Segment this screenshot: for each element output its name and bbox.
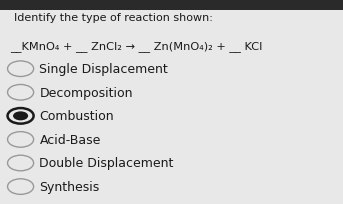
Text: Single Displacement: Single Displacement <box>39 63 168 76</box>
Circle shape <box>8 62 33 77</box>
Text: Combustion: Combustion <box>39 110 114 123</box>
Text: Identify the type of reaction shown:: Identify the type of reaction shown: <box>14 13 213 23</box>
Text: Synthesis: Synthesis <box>39 180 100 193</box>
Text: Decomposition: Decomposition <box>39 86 133 99</box>
Circle shape <box>8 179 33 194</box>
Circle shape <box>8 85 33 100</box>
Circle shape <box>8 132 33 147</box>
Text: Double Displacement: Double Displacement <box>39 157 174 170</box>
Circle shape <box>13 112 28 121</box>
Bar <box>0 0 343 11</box>
Text: __KMnO₄ + __ ZnCl₂ → __ Zn(MnO₄)₂ + __ KCl: __KMnO₄ + __ ZnCl₂ → __ Zn(MnO₄)₂ + __ K… <box>10 41 263 52</box>
Text: Acid-Base: Acid-Base <box>39 133 101 146</box>
Circle shape <box>8 156 33 171</box>
